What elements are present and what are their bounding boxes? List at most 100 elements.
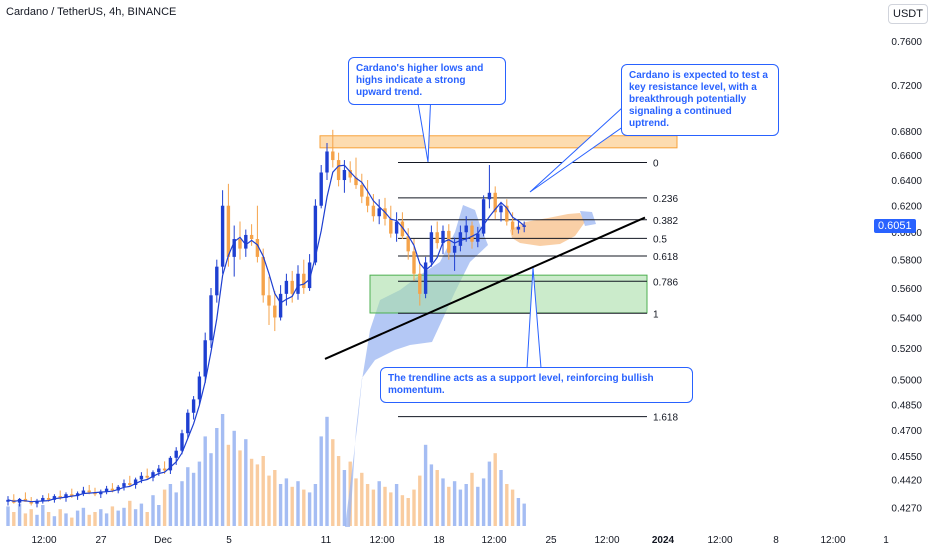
candle-body [110, 488, 115, 491]
volume-bar [319, 436, 323, 526]
pointer-resistance [529, 107, 638, 193]
volume-bar [435, 470, 439, 526]
candle-body [377, 208, 381, 217]
candle-body [157, 468, 161, 473]
x-tick-label: 12:00 [707, 535, 732, 546]
candle-body [151, 472, 155, 478]
volume-bar [510, 489, 515, 526]
volume-bar [423, 444, 428, 526]
y-tick-label: 0.4700 [891, 426, 922, 437]
resistance-zone[interactable] [319, 135, 678, 149]
volume-bar [17, 503, 22, 526]
candle-body [452, 245, 457, 253]
candle-body [64, 494, 68, 498]
x-tick-label: 2024 [652, 535, 675, 546]
candle-body [400, 221, 405, 237]
volume-bar [128, 500, 132, 526]
candle-body [394, 221, 399, 234]
candle-body [244, 234, 248, 249]
volume-bar [41, 505, 45, 526]
y-tick-label: 0.4850 [891, 400, 922, 411]
x-tick-label: 5 [226, 535, 232, 546]
fib-level-label: 1.618 [653, 413, 678, 424]
candle-body [319, 172, 323, 206]
volume-bar [447, 486, 451, 526]
callout-higher-lows[interactable]: Cardano's higher lows and highs indicate… [348, 57, 506, 105]
candle-body [307, 262, 312, 289]
support-trendline[interactable] [324, 216, 646, 360]
volume-bar [87, 514, 91, 526]
candle-body [81, 490, 86, 494]
volume-bar [104, 513, 109, 526]
candle-body [87, 490, 91, 493]
candle-body [458, 232, 463, 246]
volume-bar [313, 484, 318, 526]
candle-body [313, 205, 318, 263]
currency-button[interactable]: USDT [888, 4, 928, 24]
candle-body [325, 151, 329, 173]
candle-body [139, 475, 144, 480]
volume-bar [209, 453, 213, 526]
volume-bar [418, 475, 422, 526]
fib-level-label: 0 [653, 159, 659, 170]
volume-bar [354, 478, 358, 526]
candle-body [46, 497, 51, 500]
y-tick-label: 0.5600 [891, 284, 922, 295]
volume-bar [406, 498, 410, 526]
volume-bar [29, 509, 33, 526]
candle-body [342, 169, 347, 181]
candle-body [52, 496, 57, 500]
y-tick-label: 0.4270 [891, 503, 922, 514]
candle-body [371, 205, 376, 217]
candle-body [505, 205, 509, 222]
candle-body [58, 496, 62, 498]
fibonacci-retracement[interactable]: 0 0.236 0.382 0.5 0.618 0.786 1 1.618 [398, 159, 678, 424]
price-axis[interactable]: 0.7600 0.7200 0.6800 0.6600 0.6400 0.6200 0.60… [891, 37, 922, 514]
candle-body [481, 199, 486, 234]
y-tick-label: 0.6600 [891, 151, 922, 162]
candle-body [429, 232, 434, 263]
candle-body [220, 205, 225, 267]
candle-body [41, 497, 45, 501]
volume-bar [191, 472, 196, 526]
candle-body [104, 488, 109, 492]
callout-trendline[interactable]: The trendline acts as a support level, r… [380, 367, 693, 403]
candle-body [354, 177, 358, 186]
candle-body [418, 273, 422, 294]
candles [6, 129, 526, 508]
volume-bar [383, 486, 387, 526]
volume-bar [302, 489, 306, 526]
callout-resistance[interactable]: Cardano is expected to test a key resist… [621, 64, 779, 136]
volume-bar [493, 453, 497, 526]
volume-bar [180, 481, 184, 526]
volume-bar [412, 489, 416, 526]
volume-bar [371, 489, 376, 526]
candle-body [267, 295, 271, 306]
candle-body [128, 483, 132, 485]
last-price-badge: 0.6051 [874, 219, 916, 233]
volume-bar [133, 509, 138, 526]
fib-level-label: 0.5 [653, 234, 667, 245]
volume-bar [296, 481, 300, 526]
volume-bar [267, 475, 271, 526]
volume-bar [197, 461, 202, 526]
fib-level-label: 0.382 [653, 216, 678, 227]
candle-body [116, 486, 120, 491]
candle-body [29, 501, 33, 504]
candle-body [470, 225, 474, 242]
candle-body [99, 491, 103, 495]
volume-bar [81, 507, 86, 526]
candle-body [360, 185, 364, 197]
callout-pointers [415, 90, 638, 369]
time-axis[interactable]: 12:00 27 Dec 5 11 12:00 18 12:00 25 12:00 2024 12:0… [31, 535, 889, 546]
symbol-title: Cardano / TetherUS, 4h, BINANCE [6, 6, 177, 18]
candle-body [278, 293, 283, 318]
volume-bar [458, 489, 463, 526]
candle-body [412, 251, 416, 274]
x-tick-label: Dec [154, 535, 172, 546]
candle-body [487, 192, 492, 200]
volume-bar [452, 481, 457, 526]
volume-bar [145, 512, 149, 526]
candle-body [255, 239, 260, 257]
